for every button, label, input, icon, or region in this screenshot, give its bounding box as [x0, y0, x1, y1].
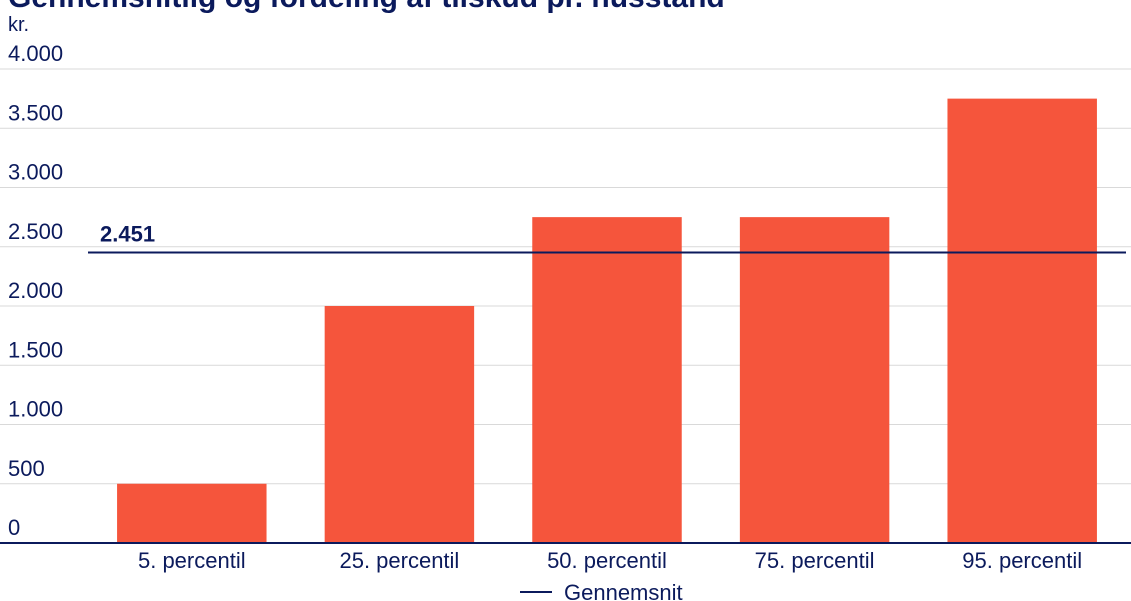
- bar: [324, 306, 475, 543]
- y-tick-label: 4.000: [8, 41, 63, 66]
- x-axis-categories: 5. percentil 25. percentil 50. percentil 75…: [138, 548, 1082, 573]
- y-tick-label: 2.500: [8, 219, 63, 244]
- y-axis-ticks: 0 500 1.000 1.500 2.000 2.500 3.000 3.500 4.000: [8, 41, 63, 540]
- chart-title: Gennemsnitlig og fordeling af tilskud pr…: [8, 0, 725, 14]
- y-tick-label: 500: [8, 456, 45, 481]
- y-tick-label: 2.000: [8, 278, 63, 303]
- y-tick-label: 1.500: [8, 337, 63, 362]
- x-tick-label: 75. percentil: [755, 548, 875, 573]
- x-tick-label: 50. percentil: [547, 548, 667, 573]
- legend-average-label: Gennemsnit: [564, 580, 683, 601]
- y-tick-label: 1.000: [8, 397, 63, 422]
- y-tick-label: 3.500: [8, 100, 63, 125]
- x-tick-label: 5. percentil: [138, 548, 246, 573]
- x-tick-label: 95. percentil: [962, 548, 1082, 573]
- y-axis-unit-label: kr.: [8, 14, 29, 36]
- bar: [532, 217, 682, 543]
- average-value-label: 2.451: [100, 222, 155, 247]
- bar: [117, 483, 267, 543]
- bar: [947, 98, 1097, 543]
- y-tick-label: 3.000: [8, 160, 63, 185]
- bar: [739, 217, 890, 543]
- x-tick-label: 25. percentil: [339, 548, 459, 573]
- legend: Gennemsnit: [520, 580, 683, 601]
- bars: [117, 98, 1097, 543]
- y-tick-label: 0: [8, 515, 20, 540]
